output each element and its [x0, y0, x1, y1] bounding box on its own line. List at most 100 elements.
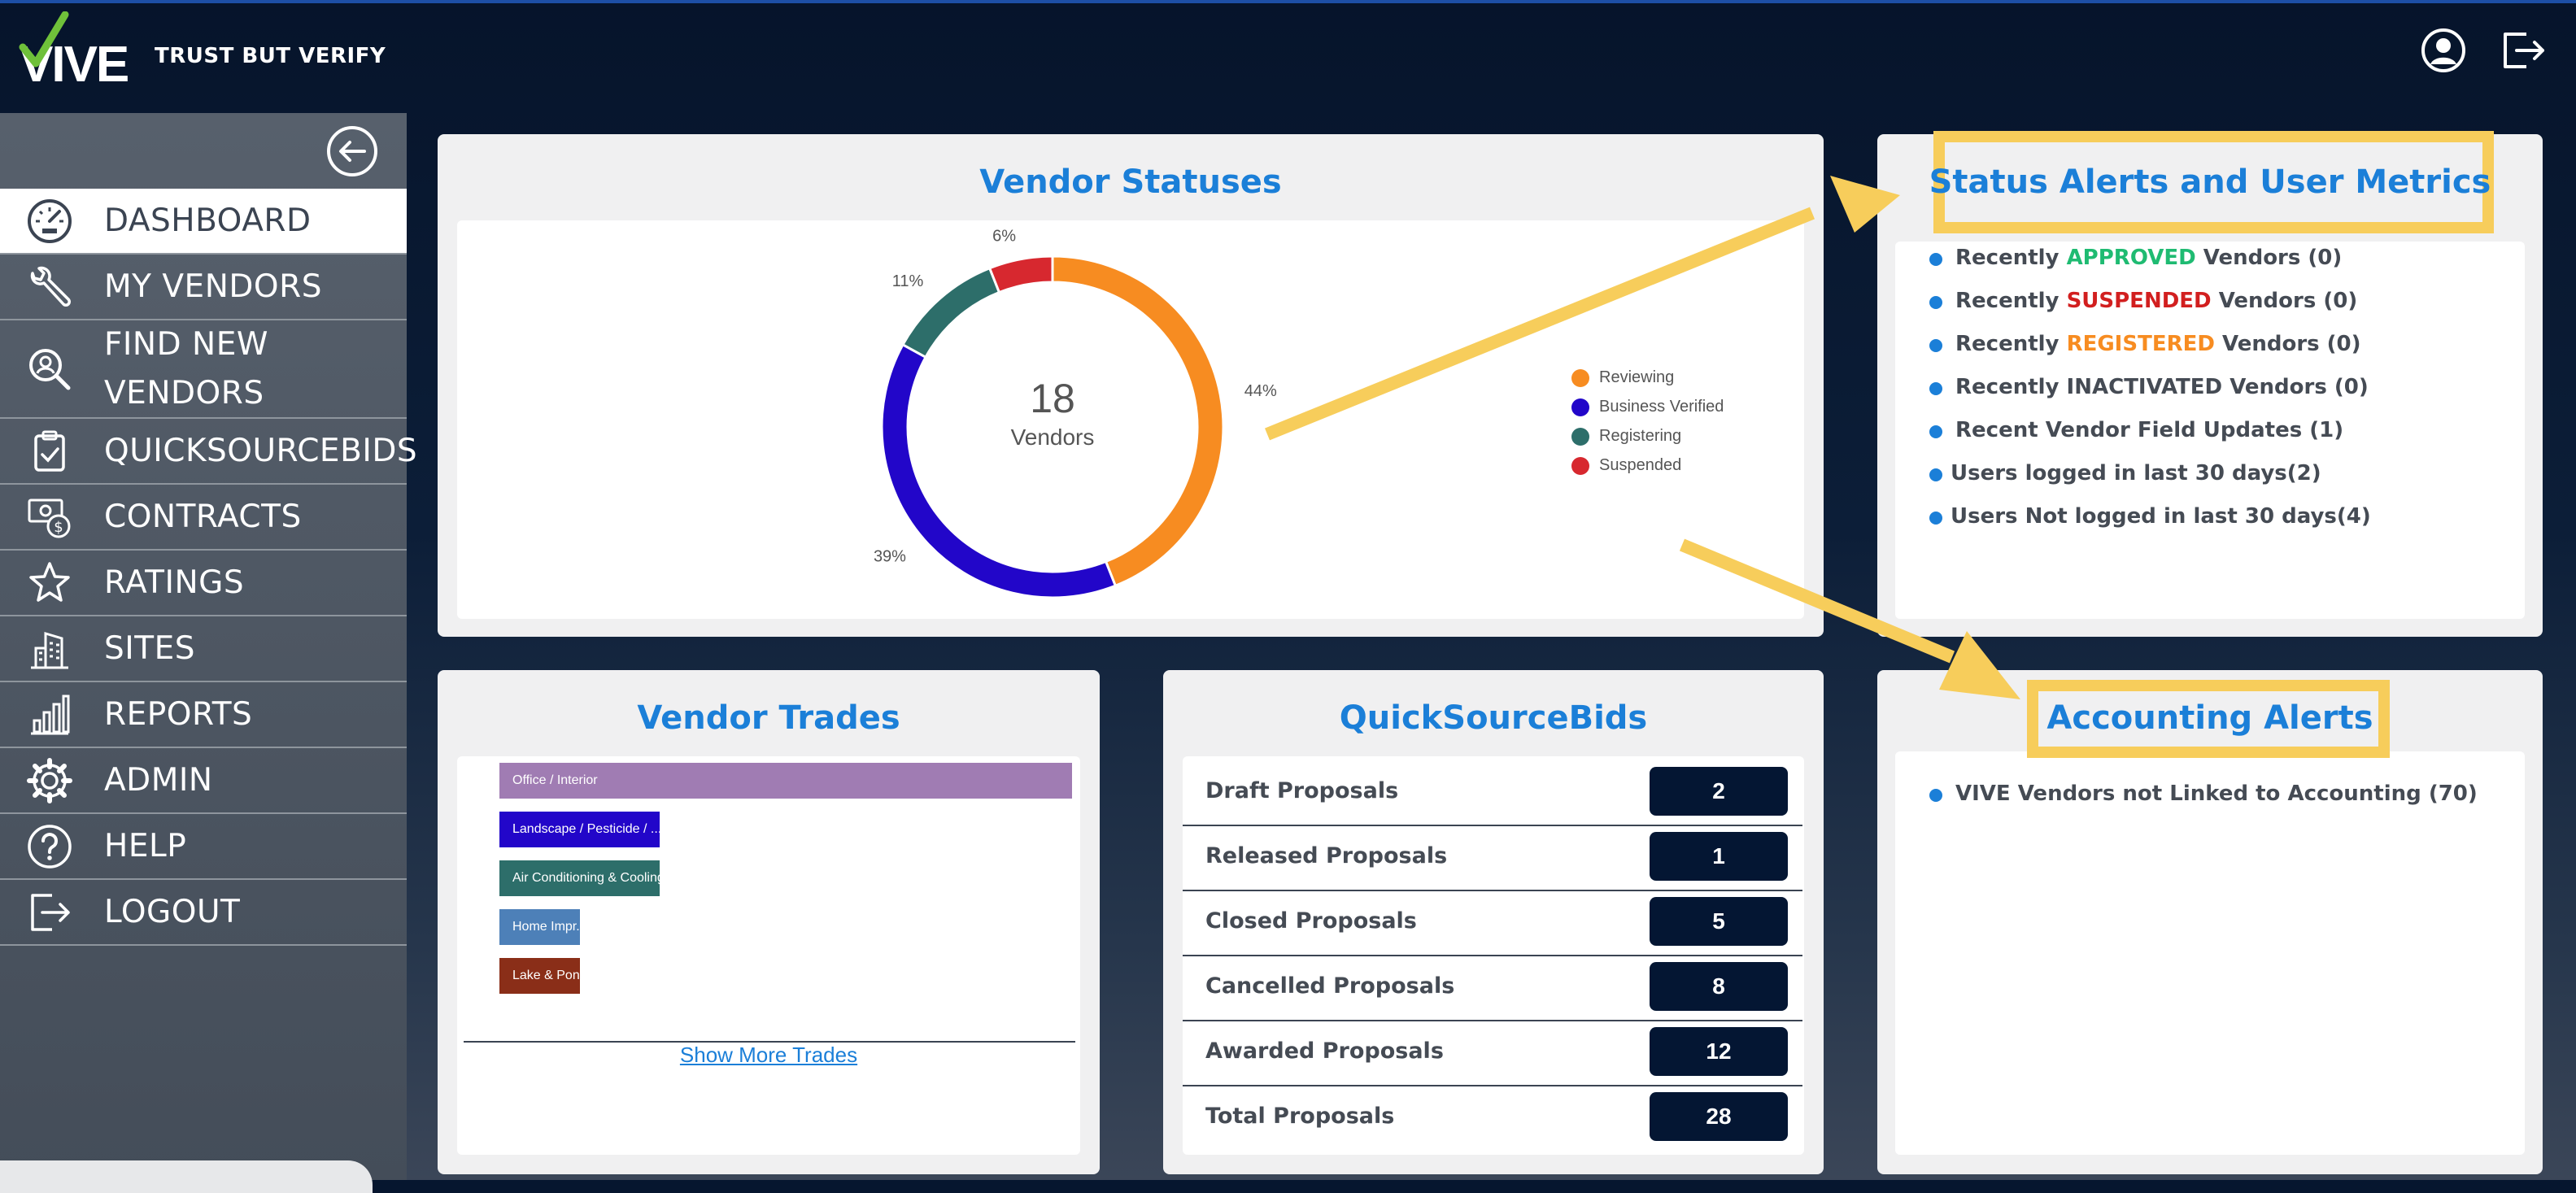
sidebar-item-admin[interactable]: ADMIN — [0, 748, 407, 814]
sidebar-item-logout[interactable]: LOGOUT — [0, 880, 407, 946]
donut-slice-label: 44% — [1244, 382, 1277, 400]
alert-text: Vendors (0) — [2214, 332, 2361, 356]
alert-item[interactable]: Users logged in last 30 days(2) — [1929, 452, 2371, 495]
proposal-label: Draft Proposals — [1205, 778, 1399, 803]
bar-chart-icon — [31, 694, 70, 734]
sidebar-item-ratings[interactable]: RATINGS — [0, 551, 407, 616]
sidebar: DASHBOARD MY VENDORS FIND NEW VENDORS Q — [0, 113, 417, 1193]
vendor-trades-title: Vendor Trades — [637, 699, 900, 737]
sidebar-item-help[interactable]: HELP — [0, 814, 407, 880]
trade-bar[interactable]: Home Impr... — [499, 909, 580, 945]
proposal-row[interactable]: Draft Proposals 2 — [1183, 760, 1802, 826]
sign-out-icon[interactable] — [2499, 28, 2548, 73]
proposal-row[interactable]: Closed Proposals 5 — [1183, 890, 1802, 956]
proposal-label: Closed Proposals — [1205, 908, 1417, 934]
donut-slice-suspended[interactable] — [987, 255, 1054, 294]
alert-item[interactable]: Recently SUSPENDED Vendors (0) — [1929, 280, 2371, 323]
top-accent-line — [0, 0, 2576, 3]
collapse-sidebar-icon[interactable] — [325, 124, 379, 178]
sidebar-item-label-line1: FIND NEW — [104, 325, 268, 363]
sidebar-item-label: FIND NEW VENDORS — [104, 320, 268, 418]
user-profile-icon[interactable] — [2421, 28, 2466, 73]
alert-item[interactable]: Users Not logged in last 30 days(4) — [1929, 495, 2371, 538]
legend-label: Business Verified — [1599, 398, 1724, 416]
building-icon — [31, 631, 68, 668]
alert-text: Recently — [1955, 332, 2067, 356]
donut-slice-label: 39% — [874, 548, 906, 566]
alert-status-highlight: SUSPENDED — [2066, 289, 2212, 313]
sidebar-item-label: ADMIN — [104, 761, 213, 799]
sidebar-item-label: SITES — [104, 629, 195, 667]
legend-label: Registering — [1599, 427, 1682, 445]
proposal-count-badge[interactable]: 12 — [1650, 1027, 1788, 1076]
proposal-row[interactable]: Total Proposals 28 — [1183, 1085, 1802, 1150]
alert-item[interactable]: Recently REGISTERED Vendors (0) — [1929, 323, 2371, 366]
legend-item-reviewing[interactable]: Reviewing — [1571, 368, 1674, 387]
proposal-count-badge[interactable]: 2 — [1650, 767, 1788, 816]
alert-item[interactable]: Recent Vendor Field Updates (1) — [1929, 409, 2371, 452]
sidebar-item-dashboard[interactable]: DASHBOARD — [0, 189, 407, 255]
show-more-trades-link[interactable]: Show More Trades — [679, 1043, 858, 1067]
legend-swatch — [1571, 368, 1589, 387]
proposal-count-badge[interactable]: 1 — [1650, 832, 1788, 881]
sidebar-item-my-vendors[interactable]: MY VENDORS — [0, 255, 407, 320]
sidebar-scrollbar[interactable] — [0, 1160, 373, 1193]
vive-logo[interactable]: VIVE — [18, 11, 132, 89]
donut-slice-business-verified[interactable] — [880, 342, 1118, 599]
legend-swatch — [1571, 456, 1589, 475]
sidebar-item-label: CONTRACTS — [104, 498, 302, 535]
quicksourcebids-title: QuickSourceBids — [1339, 699, 1648, 737]
status-alerts-panel: Status Alerts and User Metrics Recently … — [1877, 131, 2543, 637]
trade-bar[interactable]: Air Conditioning & Cooling — [499, 860, 660, 896]
proposal-row[interactable]: Cancelled Proposals 8 — [1183, 955, 1802, 1021]
trade-bar[interactable]: Landscape / Pesticide / ... — [499, 812, 660, 847]
sidebar-item-sites[interactable]: SITES — [0, 616, 407, 682]
sidebar-item-label: LOGOUT — [104, 893, 241, 930]
vendor-trades-panel: Vendor Trades Office / Interior Landscap… — [438, 670, 1100, 1174]
alert-status-highlight: APPROVED — [2066, 246, 2196, 270]
vendor-trades-body: Office / Interior Landscape / Pesticide … — [457, 756, 1080, 1155]
clipboard-check-icon — [34, 430, 65, 472]
sidebar-item-label: REPORTS — [104, 695, 253, 733]
trade-bar[interactable]: Office / Interior — [499, 763, 1072, 799]
proposal-count-badge[interactable]: 28 — [1650, 1092, 1788, 1141]
trades-divider — [464, 1041, 1075, 1043]
vendor-statuses-title: Vendor Statuses — [979, 163, 1282, 201]
sidebar-item-contracts[interactable]: $ CONTRACTS — [0, 485, 407, 551]
alert-item[interactable]: Recently INACTIVATED Vendors (0) — [1929, 366, 2371, 409]
svg-text:$: $ — [54, 519, 63, 536]
proposal-label: Total Proposals — [1205, 1104, 1395, 1129]
accounting-alerts-title: Accounting Alerts — [2046, 699, 2373, 737]
vendor-statuses-panel: Vendor Statuses 44% 39% 11% 6% 18 Vendors R… — [438, 134, 1824, 637]
proposal-row[interactable]: Awarded Proposals 12 — [1183, 1020, 1802, 1086]
annotation-highlight-box — [1933, 131, 2494, 233]
sidebar-item-find-new-vendors[interactable]: FIND NEW VENDORS — [0, 320, 407, 419]
quicksourcebids-panel: QuickSourceBids Draft Proposals 2 Releas… — [1163, 670, 1824, 1174]
sidebar-item-label-line2: VENDORS — [104, 374, 264, 411]
sidebar-item-reports[interactable]: REPORTS — [0, 682, 407, 748]
proposal-count-badge[interactable]: 8 — [1650, 962, 1788, 1011]
legend-item-business-verified[interactable]: Business Verified — [1571, 398, 1724, 416]
sidebar-item-label: RATINGS — [104, 564, 245, 601]
alert-text: Recently — [1955, 246, 2067, 270]
alert-text: Vendors (0) — [2211, 289, 2358, 313]
donut-total: 18 — [1030, 376, 1075, 421]
alert-item[interactable]: Recently APPROVED Vendors (0) — [1929, 237, 2371, 280]
donut-slice-reviewing[interactable] — [1051, 255, 1225, 588]
status-alerts-body — [1895, 242, 2525, 619]
sidebar-item-label: HELP — [104, 827, 187, 864]
sidebar-item-quicksourcebids[interactable]: QUICKSOURCEBIDS — [0, 419, 417, 485]
legend-item-suspended[interactable]: Suspended — [1571, 456, 1681, 475]
donut-total-label: Vendors — [1011, 425, 1095, 450]
logout-icon — [31, 893, 70, 931]
proposal-count-badge[interactable]: 5 — [1650, 897, 1788, 946]
accounting-alerts-panel: Accounting Alerts VIVE Vendors not Linke… — [1877, 670, 2543, 1174]
alert-item[interactable]: VIVE Vendors not Linked to Accounting (7… — [1929, 773, 2478, 816]
legend-item-registering[interactable]: Registering — [1571, 427, 1681, 446]
wrench-icon — [30, 266, 71, 307]
sidebar-item-label: QUICKSOURCEBIDS — [104, 432, 418, 469]
proposal-row[interactable]: Released Proposals 1 — [1183, 825, 1802, 891]
trade-bar[interactable]: Lake & Pond — [499, 958, 580, 994]
money-contract-icon: $ — [28, 499, 71, 538]
donut-slice-label: 11% — [892, 272, 924, 290]
